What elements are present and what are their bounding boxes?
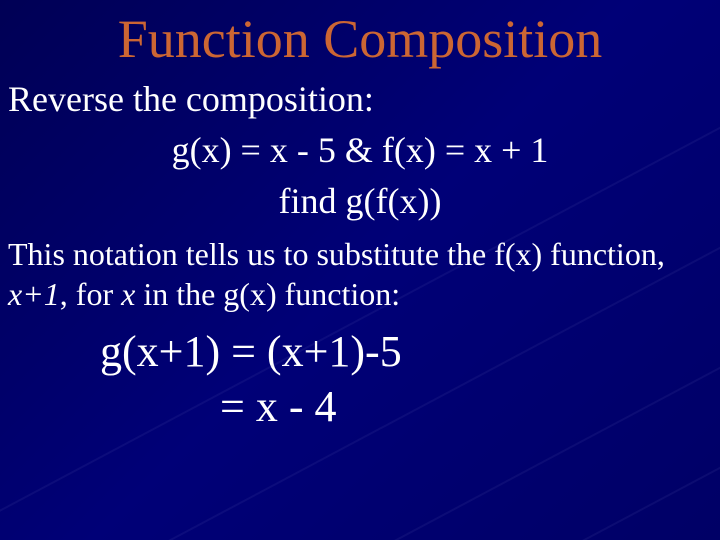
- explanation-part-1: This notation tells us to substitute the…: [8, 236, 665, 272]
- problem-line-1: Reverse the composition:: [8, 76, 712, 123]
- solution-line-2: = x - 4: [0, 379, 720, 434]
- slide-title: Function Composition: [0, 0, 720, 70]
- explanation-text: This notation tells us to substitute the…: [0, 224, 720, 314]
- problem-statement: Reverse the composition: g(x) = x - 5 & …: [0, 70, 720, 224]
- problem-line-3: find g(f(x)): [8, 178, 712, 225]
- solution-line-1: g(x+1) = (x+1)-5: [0, 324, 720, 379]
- explanation-italic-2: x: [121, 276, 135, 312]
- explanation-italic-1: x+1: [8, 276, 60, 312]
- solution: g(x+1) = (x+1)-5 = x - 4: [0, 314, 720, 434]
- problem-line-2: g(x) = x - 5 & f(x) = x + 1: [8, 127, 712, 174]
- explanation-part-3: in the g(x) function:: [135, 276, 400, 312]
- explanation-part-2: , for: [60, 276, 121, 312]
- slide: Function Composition Reverse the composi…: [0, 0, 720, 540]
